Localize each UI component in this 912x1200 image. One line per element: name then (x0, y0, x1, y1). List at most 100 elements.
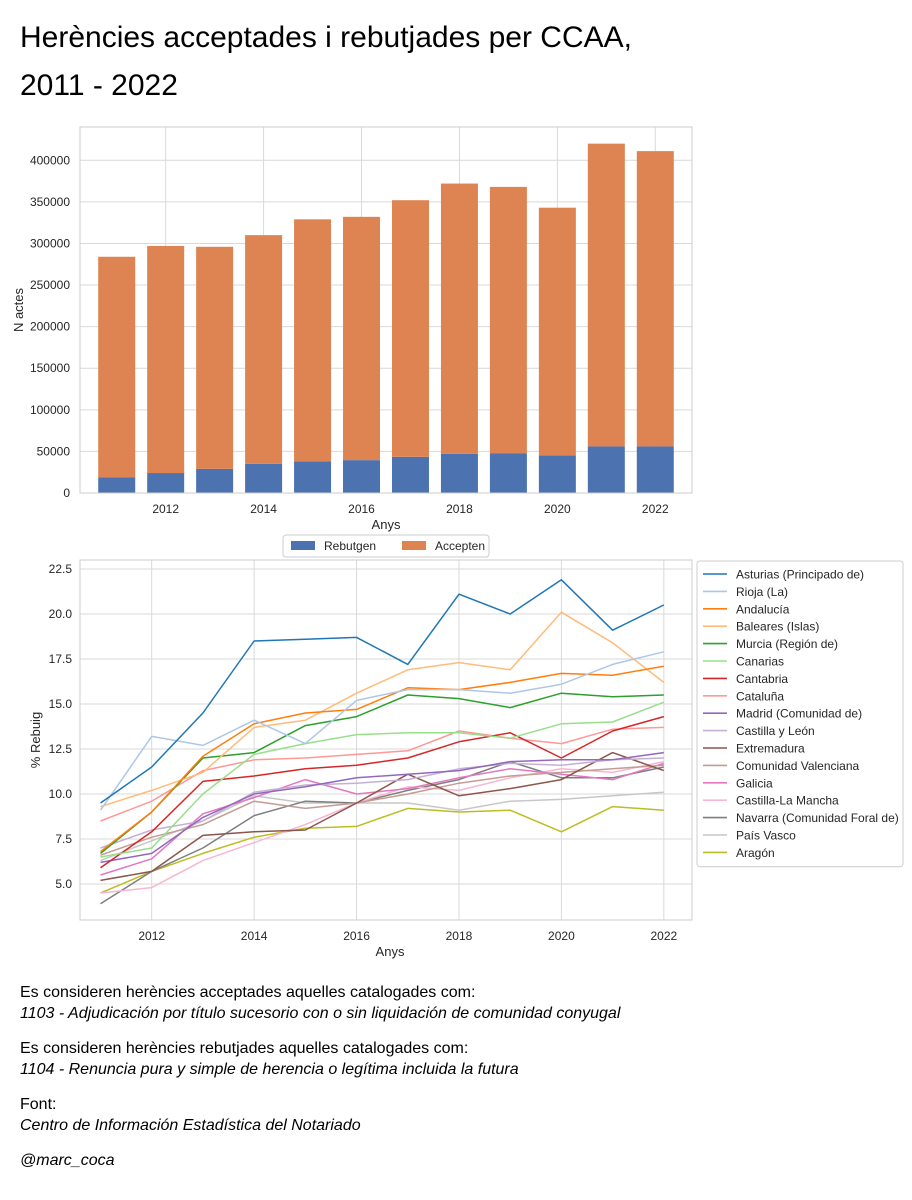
author-handle: @marc_coca (20, 1152, 115, 1169)
y-tick-label: 350000 (30, 195, 70, 209)
legend-box (282, 534, 490, 558)
bar-rebutgen (587, 446, 625, 493)
y-tick-label: 50000 (37, 444, 71, 458)
accepted-code: 1103 - Adjudicación por título sucesorio… (20, 1005, 621, 1022)
bar-rebutgen (196, 468, 234, 493)
series-line (100, 751, 665, 882)
series-line (100, 665, 664, 853)
x-tick-label: 2016 (343, 929, 370, 943)
bar-accepten (147, 245, 185, 474)
bar-accepten (489, 186, 527, 454)
bar-accepten (294, 219, 332, 462)
y-tick-label: 20.0 (49, 607, 73, 621)
bar-legend: Rebutgen Accepten (282, 534, 490, 558)
legend-label: Madrid (Comunidad de) (736, 707, 862, 721)
x-tick-label: 2016 (348, 502, 375, 516)
x-tick-label: 2020 (544, 502, 571, 516)
legend-swatch (291, 541, 315, 550)
x-axis-label: Anys (372, 517, 401, 532)
bar-rebutgen (343, 460, 381, 493)
line-chart: 5.0 7.5 10.0 12.5 15.0 17.5 20.0 22.5 2012 2014 20… (28, 559, 904, 959)
series-line (100, 764, 664, 856)
legend-label: Navarra (Comunidad Foral de) (736, 811, 899, 825)
bar-rebutgen (147, 473, 185, 493)
x-tick-label: 2022 (642, 502, 669, 516)
y-tick-label: 22.5 (49, 562, 73, 576)
legend-label: Accepten (435, 539, 485, 553)
title-line-2: 2011 - 2022 (20, 69, 178, 102)
bar-accepten (587, 143, 625, 447)
x-tick-label: 2022 (650, 929, 677, 943)
y-tick-label: 150000 (30, 361, 70, 375)
title-line-1: Herències acceptades i rebutjades per CC… (20, 21, 632, 54)
legend-swatch (402, 541, 426, 550)
x-tick-label: 2014 (250, 502, 277, 516)
bar-accepten (196, 246, 234, 469)
bar-accepten (636, 151, 674, 447)
bar-accepten (440, 183, 478, 454)
page-title: Herències acceptades i rebutjades per CC… (20, 14, 880, 110)
x-tick-label: 2018 (446, 929, 473, 943)
bar-accepten (245, 235, 283, 464)
bar-accepten (391, 200, 429, 457)
legend-label: Castilla y León (736, 724, 815, 738)
legend-label: Aragón (736, 846, 775, 860)
legend-label: Extremadura (736, 742, 805, 756)
y-tick-label: 200000 (30, 320, 70, 334)
source-name: Centro de Información Estadística del No… (20, 1117, 361, 1134)
bar-accepten (98, 256, 136, 478)
y-tick-label: 7.5 (55, 832, 72, 846)
legend-label: Andalucía (736, 602, 790, 616)
line-legend: Asturias (Principado de) Rioja (La) Andalu… (696, 560, 904, 868)
legend-label: Galicia (736, 776, 773, 790)
y-tick-label: 300000 (30, 236, 70, 250)
legend-label: Canarias (736, 655, 784, 669)
series-line (100, 715, 665, 869)
legend-label: Rioja (La) (736, 585, 788, 599)
y-tick-label: 100000 (30, 403, 70, 417)
series-line (99, 651, 664, 811)
legend-label: Asturias (Principado de) (736, 568, 864, 582)
y-tick-label: 12.5 (49, 742, 73, 756)
bar-accepten (538, 207, 576, 456)
bar-rebutgen (391, 456, 429, 493)
x-tick-label: 2014 (241, 929, 268, 943)
series-line (100, 726, 664, 822)
x-tick-label: 2018 (446, 502, 473, 516)
y-tick-label: 10.0 (49, 787, 73, 801)
legend-label: Baleares (Islas) (736, 620, 819, 634)
series-line (100, 760, 664, 905)
bar-rebutgen (636, 446, 674, 493)
y-tick-label: 250000 (30, 278, 70, 292)
bar-accepten (343, 216, 381, 461)
plot-frame (79, 126, 693, 494)
x-axis-label: Anys (376, 944, 405, 959)
rejected-intro: Es consideren herències rebutjades aquel… (20, 1040, 469, 1057)
accepted-intro: Es consideren herències acceptades aquel… (20, 984, 476, 1001)
series-line (100, 692, 664, 854)
series-line (100, 762, 665, 876)
bar-rebutgen (538, 455, 576, 493)
plot-frame (79, 559, 693, 921)
legend-box (696, 560, 904, 868)
source-label: Font: (20, 1096, 57, 1113)
bar-rebutgen (440, 453, 478, 493)
legend-label: Murcia (Región de) (736, 637, 838, 651)
legend-label: Cataluña (736, 689, 784, 703)
stacked-bar-chart: 0 50000 100000 150000 200000 250000 300000 3500… (11, 126, 693, 558)
y-axis-label: N actes (11, 287, 26, 332)
series-line (100, 701, 665, 858)
series-line (100, 751, 664, 864)
x-tick-label: 2012 (138, 929, 165, 943)
y-tick-label: 400000 (30, 153, 70, 167)
bar-rebutgen (489, 453, 527, 493)
series-line (100, 579, 665, 804)
series-line (100, 791, 664, 862)
legend-label: Castilla-La Mancha (736, 794, 839, 808)
x-tick-label: 2020 (548, 929, 575, 943)
y-tick-label: 17.5 (49, 652, 73, 666)
series-line (100, 805, 664, 894)
y-tick-label: 0 (63, 486, 70, 500)
bar-rebutgen (245, 463, 283, 493)
series-line (100, 611, 665, 808)
